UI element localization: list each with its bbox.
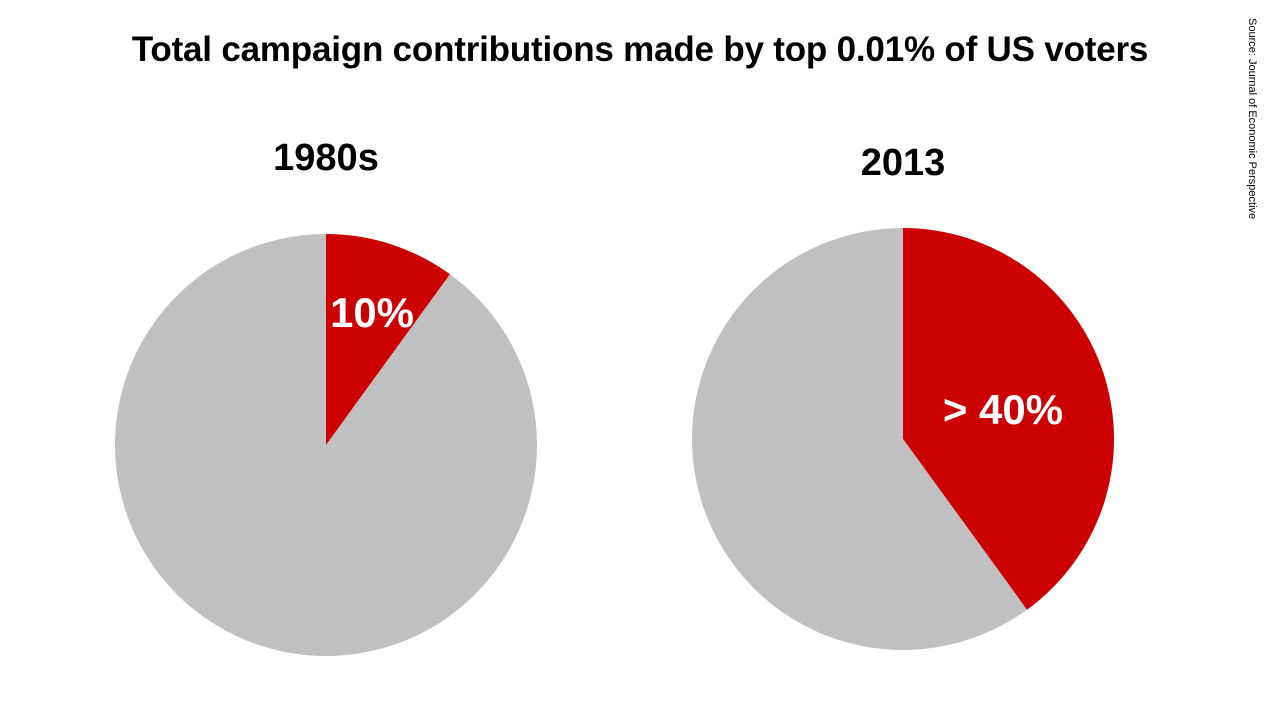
chart-title: Total campaign contributions made by top… (131, 30, 1149, 69)
slice-label: 10% (330, 289, 414, 336)
pie-slice (114, 233, 537, 656)
pie-chart-1: 2013 > 40% (691, 142, 1114, 650)
pie-title: 2013 (861, 142, 946, 184)
pie-slice (326, 234, 451, 445)
pie-slice (691, 227, 1028, 650)
pie-title: 1980s (273, 137, 379, 179)
pie-slice (903, 228, 1114, 610)
slice-label: > 40% (943, 386, 1063, 433)
pie-chart-0: 1980s 10% (114, 137, 537, 656)
